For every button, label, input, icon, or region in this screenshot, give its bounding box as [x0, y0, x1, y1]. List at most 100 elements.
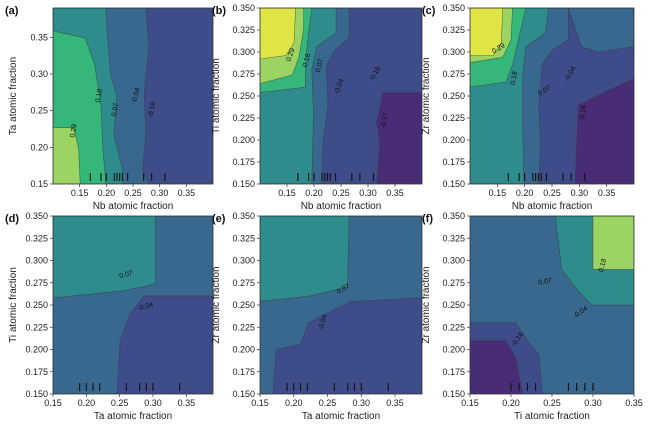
panel-3: 0.290.180.07-0.04-0.16 0.15 0.20 0.25 0.30 0.… [421, 3, 635, 212]
y-tick-label: 0.150 [442, 179, 465, 189]
x-tick-label: 0.20 [502, 398, 520, 408]
y-tick-label: 0.250 [232, 300, 255, 310]
x-axis-label: Ta atomic fraction [302, 411, 380, 422]
x-tick-label: 0.15 [461, 398, 479, 408]
contour-region [53, 216, 156, 298]
contour-region [575, 78, 634, 184]
panel-2: 0.29 0.18 0.07-0.04-0.16-0.27 0.15 0.20 0.25 0… [211, 3, 423, 212]
y-tick-label: 0.275 [232, 69, 255, 79]
y-tick-label: 0.300 [232, 256, 255, 266]
x-tick-label: 0.20 [78, 398, 96, 408]
x-tick-label: 0.15 [71, 188, 89, 198]
x-tick-label: 0.15 [489, 188, 507, 198]
y-axis-label: Zr atomic fraction [421, 266, 432, 343]
y-axis-label: Ta atomic fraction [8, 57, 19, 135]
plot-area: 0.29 0.18 0.07 -0.04 -0.16 [53, 8, 213, 184]
x-tick-label: 0.30 [151, 188, 169, 198]
contour-region [53, 127, 81, 184]
y-tick-label: 0.325 [232, 233, 255, 243]
y-tick-label: 0.325 [232, 25, 255, 35]
plot-area: 0.29 0.18 0.07-0.04-0.16-0.27 [260, 8, 422, 184]
y-tick-label: 0.200 [442, 345, 465, 355]
plot-area: 0.07-0.04 [53, 216, 213, 394]
y-tick-label: 0.175 [442, 157, 465, 167]
y-axis-label: Ti atomic fraction [211, 58, 222, 134]
y-axis-label: Ti atomic fraction [8, 267, 19, 343]
y-tick-label: 0.150 [232, 389, 255, 399]
contour-label: 0.07 [538, 278, 553, 287]
y-tick-label: 0.175 [232, 157, 255, 167]
y-tick-label: 0.300 [232, 47, 255, 57]
x-tick-label: 0.25 [543, 188, 561, 198]
contour-line [470, 8, 527, 88]
contour-region [117, 296, 213, 394]
x-axis-label: Nb atomic fraction [512, 201, 593, 212]
x-tick-label: 0.35 [625, 398, 643, 408]
y-tick-label: 0.25 [30, 106, 48, 116]
x-tick-label: 0.20 [305, 188, 323, 198]
contour-line [260, 216, 350, 302]
contour-label: -0.04 [137, 302, 154, 313]
y-tick-label: 0.35 [30, 32, 48, 42]
contour-line [272, 297, 422, 394]
contour-label: -0.16 [578, 105, 588, 122]
y-tick-label: 0.175 [25, 367, 48, 377]
contour-label: -0.04 [318, 314, 329, 331]
x-tick-label: 0.35 [598, 188, 616, 198]
x-tick-label: 0.20 [98, 188, 116, 198]
contour-line [53, 216, 156, 299]
contour-line [260, 8, 337, 184]
x-tick-label: 0.15 [251, 398, 269, 408]
contour-line [260, 8, 305, 85]
panel-6: 0.180.07-0.04-0.160.15 0.20 0.25 0.30 0.350.… [421, 211, 643, 422]
contour-region [470, 8, 503, 56]
contour-label: -0.27 [380, 112, 390, 129]
y-tick-label: 0.350 [25, 211, 48, 221]
contour-line [592, 216, 634, 270]
y-tick-label: 0.325 [25, 233, 48, 243]
y-tick-label: 0.350 [442, 211, 465, 221]
contour-line [470, 8, 513, 63]
y-tick-label: 0.350 [442, 3, 465, 13]
y-tick-label: 0.350 [232, 211, 255, 221]
y-tick-label: 0.300 [442, 256, 465, 266]
contour-line [53, 8, 150, 184]
x-tick-label: 0.35 [386, 398, 404, 408]
y-tick-label: 0.175 [232, 367, 255, 377]
y-axis-label: Zr atomic fraction [211, 266, 222, 343]
x-tick-label: 0.30 [359, 188, 377, 198]
contour-line [53, 30, 107, 184]
contour-region [260, 8, 296, 59]
contour-label: 0.18 [95, 88, 104, 103]
contour-line [470, 340, 523, 394]
plot-area: 0.07-0.04 [260, 216, 422, 394]
y-tick-label: 0.30 [30, 69, 48, 79]
x-tick-label: 0.25 [543, 398, 561, 408]
contour-line [260, 8, 296, 60]
panel-letter: (c) [422, 5, 436, 17]
y-tick-label: 0.250 [232, 91, 255, 101]
x-tick-label: 0.15 [44, 398, 62, 408]
panel-letter: (f) [422, 213, 433, 225]
x-tick-label: 0.15 [278, 188, 296, 198]
contour-label: 0.18 [510, 71, 519, 86]
panel-1: 0.29 0.18 0.07 -0.04 -0.16 0.15 0.20 0.25 0.30 0.… [5, 5, 214, 212]
plot-area: 0.180.07-0.04-0.16 [470, 216, 634, 394]
x-axis-label: Nb atomic fraction [301, 201, 382, 212]
y-tick-label: 0.200 [232, 135, 255, 145]
x-tick-label: 0.35 [178, 398, 196, 408]
y-tick-label: 0.150 [232, 179, 255, 189]
y-tick-label: 0.275 [442, 278, 465, 288]
contour-label: -0.04 [131, 87, 142, 104]
contour-line [53, 8, 124, 184]
x-axis-label: Ta atomic fraction [94, 411, 172, 422]
panel-5: 0.07-0.04 0.15 0.20 0.25 0.30 0.35 0.150 0.175 0… [211, 211, 423, 422]
contour-region [470, 340, 523, 394]
x-tick-label: 0.30 [144, 398, 162, 408]
y-tick-label: 0.225 [442, 113, 465, 123]
x-tick-label: 0.25 [124, 188, 142, 198]
x-axis-label: Nb atomic fraction [93, 201, 174, 212]
panel-letter: (e) [212, 213, 226, 225]
contour-label: 0.07 [111, 102, 120, 117]
